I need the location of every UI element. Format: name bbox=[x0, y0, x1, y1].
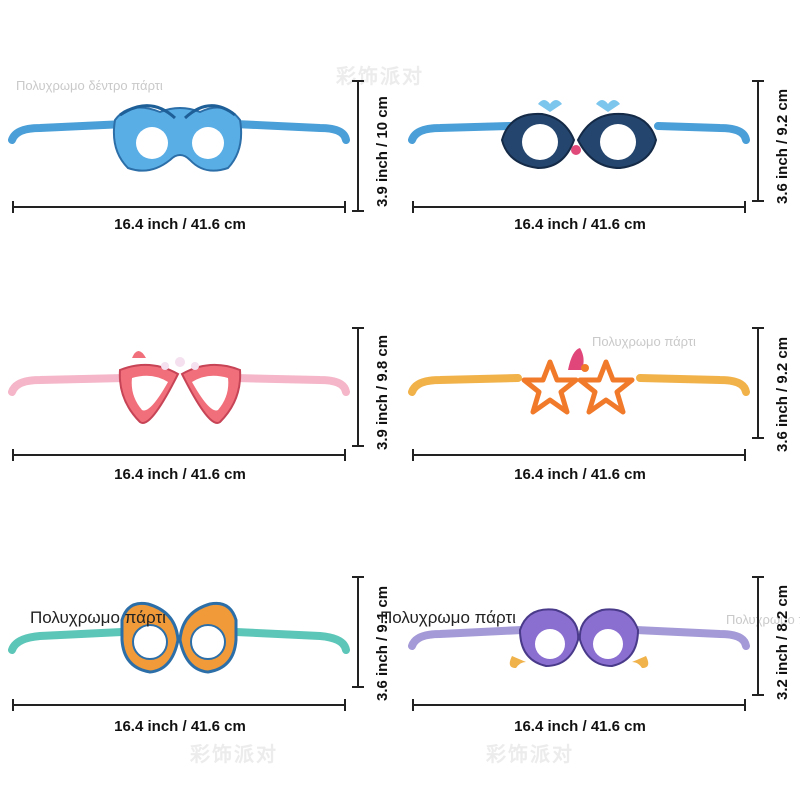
watermark-text: Πολυχρωμο δέντρο πάρτι bbox=[16, 78, 163, 93]
glasses-card-starfish: 16.4 inch / 41.6 cm 3.6 inch / 9.2 cm bbox=[400, 250, 800, 500]
glasses-card-dolphin: 16.4 inch / 41.6 cm 3.9 inch / 10 cm bbox=[0, 0, 400, 250]
width-dimension-line bbox=[412, 201, 746, 213]
glasses-card-seashell: 16.4 inch / 41.6 cm 3.9 inch / 9.8 cm bbox=[0, 250, 400, 500]
height-label: 3.6 inch / 9.2 cm bbox=[774, 336, 791, 452]
overlay-caption: Πολυχρωμο πάρτι bbox=[30, 608, 166, 627]
width-label: 16.4 inch / 41.6 cm bbox=[114, 216, 246, 233]
width-label: 16.4 inch / 41.6 cm bbox=[514, 718, 646, 735]
watermark-brand: 彩饰派对 bbox=[486, 744, 574, 766]
width-label: 16.4 inch / 41.6 cm bbox=[514, 466, 646, 483]
dolphin-glasses-image bbox=[8, 104, 350, 172]
width-dimension-line bbox=[12, 201, 346, 213]
height-dimension-line bbox=[352, 80, 364, 212]
height-dimension-line bbox=[352, 327, 364, 447]
height-label: 3.9 inch / 9.8 cm bbox=[374, 334, 391, 450]
starfish-glasses-image bbox=[408, 348, 750, 415]
seashell-glasses-image bbox=[8, 351, 350, 424]
overlay-caption: Πολυχρωμο πάρτι bbox=[380, 608, 516, 627]
width-label: 16.4 inch / 41.6 cm bbox=[114, 718, 246, 735]
glasses-card-whale: 16.4 inch / 41.6 cm 3.6 inch / 9.2 cm bbox=[400, 0, 800, 250]
watermark-text: Πολυχρωμο πάρτι bbox=[592, 334, 696, 349]
height-label: 3.6 inch / 9.1 cm bbox=[374, 585, 391, 701]
width-dimension-line bbox=[412, 449, 746, 461]
width-label: 16.4 inch / 41.6 cm bbox=[114, 466, 246, 483]
watermark-brand: 彩饰派对 bbox=[190, 744, 278, 766]
width-dimension-line bbox=[12, 699, 346, 711]
height-label: 3.9 inch / 10 cm bbox=[374, 96, 391, 207]
height-dimension-line bbox=[752, 327, 764, 439]
seahorse-glasses-image bbox=[8, 601, 350, 674]
glasses-card-seahorse: 16.4 inch / 41.6 cm 3.6 inch / 9.1 cm bbox=[0, 500, 400, 750]
height-dimension-line bbox=[352, 576, 364, 688]
whale-glasses-image bbox=[408, 100, 750, 170]
height-dimension-line bbox=[752, 80, 764, 202]
watermark-text: Πολυχρωμο πάρτι bbox=[726, 612, 800, 627]
fish-glasses-image bbox=[408, 608, 750, 668]
height-label: 3.2 inch / 8.2 cm bbox=[774, 584, 791, 700]
height-label: 3.6 inch / 9.2 cm bbox=[774, 88, 791, 204]
width-label: 16.4 inch / 41.6 cm bbox=[514, 216, 646, 233]
glasses-card-fish: 16.4 inch / 41.6 cm 3.2 inch / 8.2 cm bbox=[400, 500, 800, 750]
width-dimension-line bbox=[412, 699, 746, 711]
width-dimension-line bbox=[12, 449, 346, 461]
height-dimension-line bbox=[752, 576, 764, 696]
